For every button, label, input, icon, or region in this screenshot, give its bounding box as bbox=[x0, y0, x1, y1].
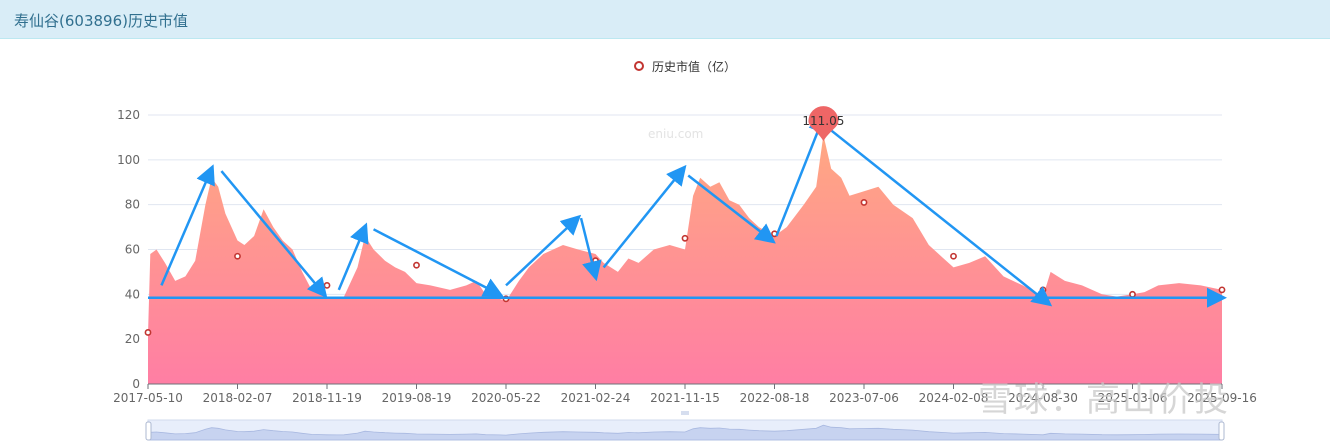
trend-arrow bbox=[505, 214, 582, 287]
y-tick-label: 80 bbox=[125, 198, 140, 212]
x-axis: 2017-05-10 2018-02-07 2018-11-19 2019-08-19… bbox=[113, 384, 1257, 405]
page-header: 寿仙谷(603896)历史市值 bbox=[0, 0, 1330, 39]
site-watermark: eniu.com bbox=[648, 127, 704, 141]
x-tick-label: 2021-02-24 bbox=[561, 391, 631, 405]
trend-arrow bbox=[220, 170, 328, 299]
y-tick-label: 40 bbox=[125, 287, 140, 301]
trend-arrow bbox=[579, 217, 602, 282]
slider-grip[interactable] bbox=[681, 411, 689, 415]
x-tick-label: 2024-02-08 bbox=[919, 391, 989, 405]
trend-arrow bbox=[337, 222, 369, 291]
x-tick-label: 2019-08-19 bbox=[382, 391, 452, 405]
trend-arrow bbox=[775, 112, 828, 237]
data-point-marker[interactable] bbox=[681, 234, 689, 242]
x-tick-label: 2025-03-06 bbox=[1098, 391, 1168, 405]
page-title: 寿仙谷(603896)历史市值 bbox=[14, 12, 188, 30]
y-tick-label: 0 bbox=[132, 377, 140, 391]
y-axis: 0 20 40 60 80 100 120 bbox=[117, 108, 140, 391]
slider-handle-left[interactable] bbox=[145, 421, 152, 441]
series-area bbox=[148, 135, 1222, 384]
data-point-marker[interactable] bbox=[144, 329, 152, 336]
legend-circle-icon bbox=[634, 61, 644, 71]
max-pin-shape[interactable] bbox=[808, 106, 839, 142]
x-tick-label: 2025-09-16 bbox=[1187, 391, 1257, 405]
zoom-slider[interactable] bbox=[145, 411, 1225, 441]
max-value-label: 111.05 bbox=[802, 114, 844, 128]
y-tick-label: 20 bbox=[125, 332, 140, 346]
trend-arrow bbox=[372, 228, 504, 297]
trend-arrow bbox=[160, 164, 215, 286]
data-point-marker[interactable] bbox=[413, 261, 420, 269]
x-tick-label: 2021-11-15 bbox=[650, 391, 720, 405]
slider-handle-right[interactable] bbox=[1218, 421, 1225, 441]
trend-arrow bbox=[827, 127, 1053, 307]
trend-arrow bbox=[602, 164, 687, 269]
data-point-marker[interactable] bbox=[1218, 286, 1226, 294]
data-point-marker[interactable] bbox=[592, 257, 599, 265]
y-tick-label: 120 bbox=[117, 108, 140, 122]
brand-watermark: 雪球：高山价投 bbox=[978, 380, 1230, 420]
x-tick-label: 2024-08-30 bbox=[1008, 391, 1078, 405]
data-point-marker[interactable] bbox=[1039, 286, 1047, 294]
data-point-marker[interactable] bbox=[860, 199, 868, 206]
data-point-marker[interactable] bbox=[234, 252, 241, 260]
y-tick-label: 100 bbox=[117, 153, 140, 167]
trend-arrows bbox=[148, 112, 1227, 308]
trend-arrow bbox=[687, 174, 776, 244]
data-point-marker[interactable] bbox=[323, 281, 331, 289]
data-point-marker[interactable] bbox=[1129, 290, 1136, 298]
x-tick-label: 2020-05-22 bbox=[471, 391, 541, 405]
x-tick-label: 2018-11-19 bbox=[292, 391, 362, 405]
x-tick-label: 2017-05-10 bbox=[113, 391, 183, 405]
max-pin[interactable]: 111.05 bbox=[802, 106, 844, 142]
slider-preview bbox=[147, 424, 1223, 441]
data-point-marker[interactable] bbox=[950, 252, 957, 260]
x-tick-label: 2022-08-18 bbox=[740, 391, 810, 405]
x-tick-label: 2018-02-07 bbox=[203, 391, 273, 405]
chart-legend[interactable]: 历史市值（亿） bbox=[634, 58, 736, 74]
x-tick-label: 2023-07-06 bbox=[829, 391, 899, 405]
y-tick-label: 60 bbox=[125, 243, 140, 257]
legend-label: 历史市值（亿） bbox=[652, 59, 737, 74]
